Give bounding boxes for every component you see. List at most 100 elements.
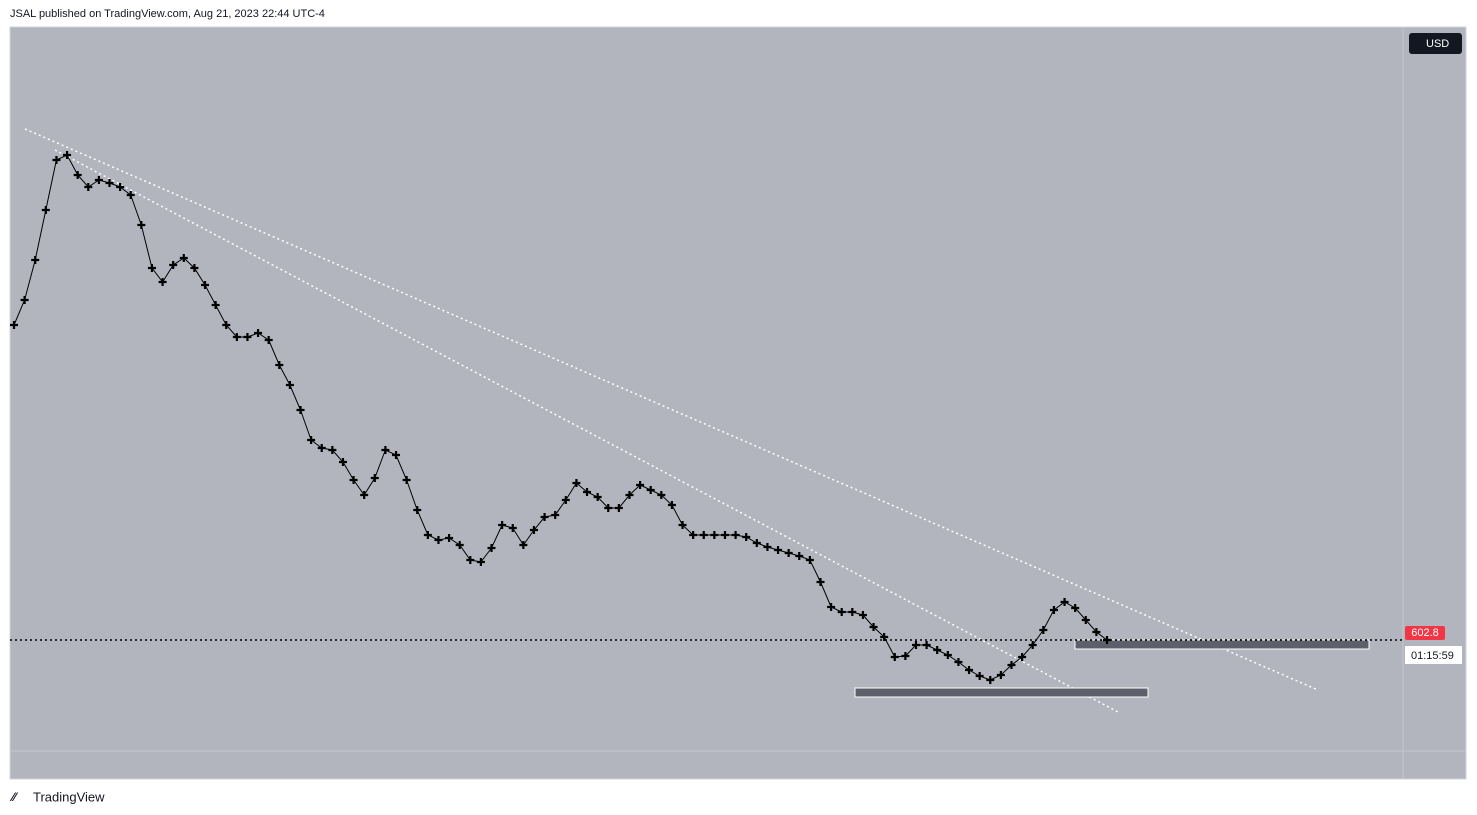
price-point (710, 531, 719, 539)
price-point (943, 651, 952, 659)
price-point (413, 506, 422, 514)
price-point (922, 641, 931, 649)
price-point (63, 151, 72, 159)
price-point (837, 608, 846, 616)
price-point (752, 539, 761, 547)
price-point (593, 493, 602, 501)
price-point (519, 541, 528, 549)
price-point (285, 381, 294, 389)
currency-label: USD (1426, 38, 1449, 50)
chart-area (9, 26, 1467, 780)
price-point (625, 491, 634, 499)
price-point (1007, 661, 1016, 669)
price-point (31, 256, 40, 264)
price-point (1018, 653, 1027, 661)
price-point (307, 436, 316, 444)
price-point (742, 533, 751, 541)
price-point (805, 556, 814, 564)
price-point (232, 333, 241, 341)
price-point (190, 264, 199, 272)
price-point (254, 329, 263, 337)
price-point (869, 623, 878, 631)
price-point (52, 156, 61, 164)
price-point (816, 578, 825, 586)
price-point (1071, 604, 1080, 612)
price-point (211, 301, 220, 309)
price-point (41, 206, 50, 214)
price-point (1049, 606, 1058, 614)
price-point (657, 491, 666, 499)
price-point (933, 646, 942, 654)
price-point (179, 254, 188, 262)
price-point (402, 476, 411, 484)
price-point (1081, 616, 1090, 624)
price-point (434, 536, 443, 544)
price-point (84, 183, 93, 191)
price-point (296, 406, 305, 414)
price-point (636, 481, 645, 489)
price-point (954, 658, 963, 666)
price-point (901, 652, 910, 660)
price-point (1060, 598, 1069, 606)
price-point (858, 611, 867, 619)
price-point (243, 333, 252, 341)
price-point (890, 653, 899, 661)
price-point (476, 558, 485, 566)
price-point (317, 444, 326, 452)
price-point (116, 183, 125, 191)
price-point (763, 543, 772, 551)
trend-line (54, 149, 1119, 713)
price-point (392, 451, 401, 459)
brand: TradingView (33, 789, 105, 804)
price-point (105, 179, 114, 187)
price-point (699, 531, 708, 539)
countdown-box (1405, 646, 1462, 664)
price-point (561, 496, 570, 504)
price-point (583, 488, 592, 496)
price-point (1039, 626, 1048, 634)
price-point (498, 521, 507, 529)
price-point (1028, 641, 1037, 649)
price-point (466, 556, 475, 564)
price-point (423, 531, 432, 539)
price-point (264, 336, 273, 344)
price-point (10, 321, 18, 329)
last-price-label: 602.8 (1411, 627, 1439, 639)
zone-box (854, 687, 1149, 698)
price-point (445, 534, 454, 542)
price-point (381, 446, 390, 454)
price-point (349, 476, 358, 484)
last-price-tag (1405, 626, 1445, 640)
price-point (328, 446, 337, 454)
price-point (795, 552, 804, 560)
price-point (540, 513, 549, 521)
price-point (689, 531, 698, 539)
price-point (731, 531, 740, 539)
price-point (338, 458, 347, 466)
price-point (678, 521, 687, 529)
price-point (1092, 628, 1101, 636)
price-point (880, 633, 889, 641)
price-point (487, 544, 496, 552)
price-point (911, 641, 920, 649)
price-point (965, 666, 974, 674)
price-point (784, 549, 793, 557)
logo: ⁄⁄ (9, 790, 19, 804)
price-point (720, 531, 729, 539)
price-point (508, 524, 517, 532)
price-point (275, 361, 284, 369)
price-point (827, 603, 836, 611)
price-point (137, 221, 146, 229)
price-point (646, 486, 655, 494)
price-point (986, 676, 995, 684)
price-point (222, 321, 231, 329)
price-point (201, 281, 210, 289)
price-point (667, 501, 676, 509)
price-point (455, 541, 464, 549)
price-point (774, 546, 783, 554)
attribution: JSAL published on TradingView.com, Aug 2… (10, 8, 325, 20)
price-point (158, 278, 167, 286)
currency-button[interactable] (1409, 33, 1462, 54)
countdown: 01:15:59 (1411, 650, 1454, 662)
